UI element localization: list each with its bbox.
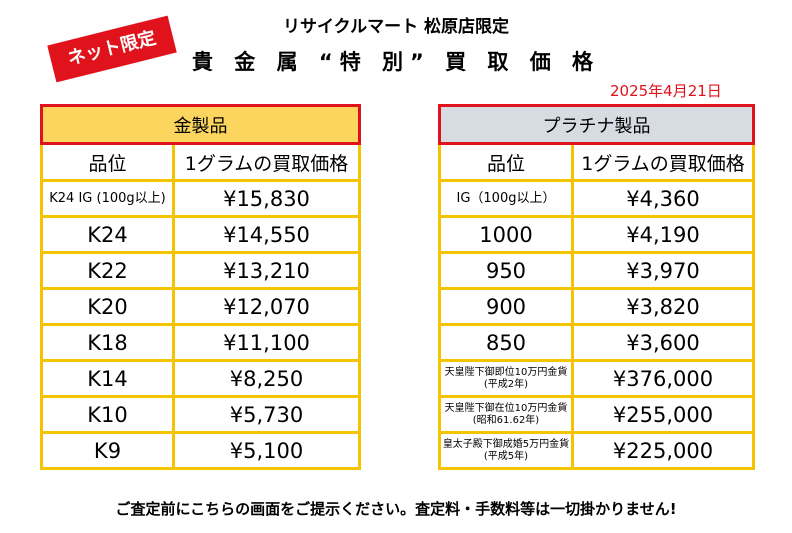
gold-row: K22 ¥13,210 (40, 251, 361, 290)
gold-row: K20 ¥12,070 (40, 287, 361, 326)
platinum-row: 1000 ¥4,190 (438, 215, 755, 254)
gold-grade-cell: K20 (40, 287, 175, 326)
footer-note: ご査定前にこちらの画面をご提示ください。査定料・手数料等は一切掛かりません! (115, 500, 677, 518)
price-date: 2025年4月21日 (610, 82, 722, 100)
platinum-grade-cell: 1000 (438, 215, 574, 254)
gold-row: K24 ¥14,550 (40, 215, 361, 254)
platinum-price-cell: ¥3,600 (571, 323, 755, 362)
platinum-price-cell: ¥376,000 (571, 359, 755, 398)
platinum-price-cell: ¥225,000 (571, 431, 755, 470)
platinum-grade-cell: 950 (438, 251, 574, 290)
gold-row: K10 ¥5,730 (40, 395, 361, 434)
gold-grade-cell: K24 (40, 215, 175, 254)
platinum-row: IG（100g以上） ¥4,360 (438, 179, 755, 218)
platinum-column-header-row: 品位 1グラムの買取価格 (438, 142, 755, 182)
gold-row: K18 ¥11,100 (40, 323, 361, 362)
platinum-col-price-header: 1グラムの買取価格 (571, 142, 755, 182)
gold-row: K24 IG (100g以上) ¥15,830 (40, 179, 361, 218)
gold-table-title: 金製品 (40, 104, 361, 145)
platinum-row: 950 ¥3,970 (438, 251, 755, 290)
gold-col-grade-header: 品位 (40, 142, 175, 182)
gold-row: K9 ¥5,100 (40, 431, 361, 470)
gold-price-cell: ¥12,070 (172, 287, 361, 326)
platinum-row: 天皇陛下御在位10万円金貨(昭和61.62年) ¥255,000 (438, 395, 755, 434)
gold-price-cell: ¥5,100 (172, 431, 361, 470)
platinum-price-cell: ¥3,820 (571, 287, 755, 326)
platinum-table-title-row: プラチナ製品 (438, 104, 755, 145)
gold-price-table: 金製品 品位 1グラムの買取価格 K24 IG (100g以上) ¥15,830… (40, 104, 361, 470)
platinum-row: 天皇陛下御即位10万円金貨(平成2年) ¥376,000 (438, 359, 755, 398)
gold-col-price-header: 1グラムの買取価格 (172, 142, 361, 182)
gold-price-cell: ¥11,100 (172, 323, 361, 362)
platinum-price-cell: ¥255,000 (571, 395, 755, 434)
platinum-grade-cell: 天皇陛下御即位10万円金貨(平成2年) (438, 359, 574, 398)
platinum-price-table: プラチナ製品 品位 1グラムの買取価格 IG（100g以上） ¥4,360 10… (438, 104, 755, 470)
gold-price-cell: ¥13,210 (172, 251, 361, 290)
gold-grade-cell: K22 (40, 251, 175, 290)
platinum-grade-cell: 900 (438, 287, 574, 326)
gold-grade-cell: K18 (40, 323, 175, 362)
platinum-grade-cell: 天皇陛下御在位10万円金貨(昭和61.62年) (438, 395, 574, 434)
gold-price-cell: ¥5,730 (172, 395, 361, 434)
platinum-price-cell: ¥4,190 (571, 215, 755, 254)
platinum-grade-cell: 850 (438, 323, 574, 362)
platinum-row: 850 ¥3,600 (438, 323, 755, 362)
gold-price-cell: ¥14,550 (172, 215, 361, 254)
platinum-price-cell: ¥3,970 (571, 251, 755, 290)
gold-row: K14 ¥8,250 (40, 359, 361, 398)
gold-column-header-row: 品位 1グラムの買取価格 (40, 142, 361, 182)
store-name: リサイクルマート 松原店限定 (282, 17, 510, 37)
gold-grade-cell: K24 IG (100g以上) (40, 179, 175, 218)
gold-grade-cell: K9 (40, 431, 175, 470)
platinum-row: 皇太子殿下御成婚5万円金貨(平成5年) ¥225,000 (438, 431, 755, 470)
gold-price-cell: ¥8,250 (172, 359, 361, 398)
platinum-price-cell: ¥4,360 (571, 179, 755, 218)
gold-table-title-row: 金製品 (40, 104, 361, 145)
platinum-grade-cell: IG（100g以上） (438, 179, 574, 218)
platinum-table-title: プラチナ製品 (438, 104, 755, 145)
gold-grade-cell: K14 (40, 359, 175, 398)
platinum-col-grade-header: 品位 (438, 142, 574, 182)
gold-grade-cell: K10 (40, 395, 175, 434)
platinum-grade-cell: 皇太子殿下御成婚5万円金貨(平成5年) (438, 431, 574, 470)
gold-price-cell: ¥15,830 (172, 179, 361, 218)
platinum-row: 900 ¥3,820 (438, 287, 755, 326)
page-title: 貴 金 属 “特 別” 買 取 価 格 (191, 50, 601, 74)
